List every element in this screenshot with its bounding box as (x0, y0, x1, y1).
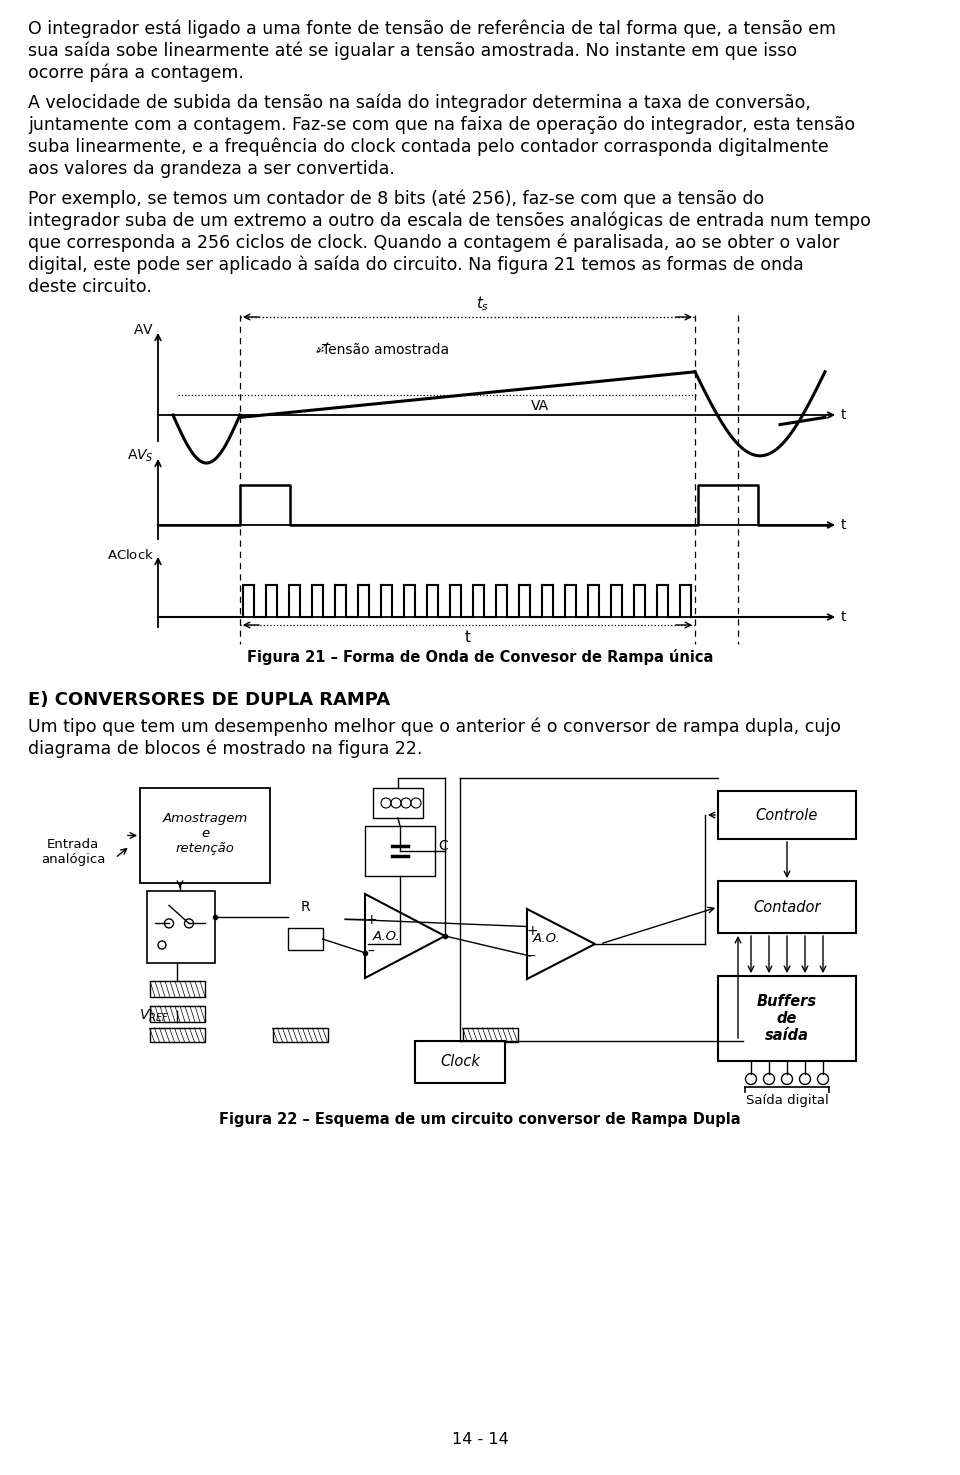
Text: que corresponda a 256 ciclos de clock. Quando a contagem é paralisada, ao se obt: que corresponda a 256 ciclos de clock. Q… (28, 235, 839, 252)
Text: Contador: Contador (754, 900, 821, 914)
Text: integrador suba de um extremo a outro da escala de tensões analógicas de entrada: integrador suba de um extremo a outro da… (28, 212, 871, 230)
Text: t: t (841, 409, 847, 422)
Bar (365, 826, 435, 876)
Text: Por exemplo, se temos um contador de 8 bits (até 256), faz-se com que a tensão d: Por exemplo, se temos um contador de 8 b… (28, 190, 764, 208)
Text: suba linearmente, e a frequência do clock contada pelo contador corrasponda digi: suba linearmente, e a frequência do cloc… (28, 139, 828, 156)
Text: Controle: Controle (756, 807, 818, 823)
Text: $\mathregular{A}$V: $\mathregular{A}$V (133, 323, 154, 336)
Text: Clock: Clock (440, 1055, 480, 1069)
Text: O integrador está ligado a uma fonte de tensão de referência de tal forma que, a: O integrador está ligado a uma fonte de … (28, 21, 836, 38)
Text: t: t (465, 630, 470, 645)
Text: C: C (438, 839, 447, 853)
Text: aos valores da grandeza a ser convertida.: aos valores da grandeza a ser convertida… (28, 159, 395, 178)
Text: ocorre pára a contagem.: ocorre pára a contagem. (28, 63, 244, 83)
Bar (150, 1028, 204, 1041)
Text: Figura 22 – Esquema de um circuito conversor de Rampa Dupla: Figura 22 – Esquema de um circuito conve… (219, 1112, 741, 1127)
Text: +: + (365, 913, 377, 926)
Text: E) CONVERSORES DE DUPLA RAMPA: E) CONVERSORES DE DUPLA RAMPA (28, 690, 390, 709)
Text: Tensão amostrada: Tensão amostrada (322, 344, 449, 357)
Text: $V_{REF}$: $V_{REF}$ (139, 1007, 169, 1024)
Bar (150, 1006, 205, 1022)
Text: sua saída sobe linearmente até se igualar a tensão amostrada. No instante em que: sua saída sobe linearmente até se iguala… (28, 41, 797, 60)
Text: Entrada
analógica: Entrada analógica (41, 838, 106, 866)
Bar (373, 788, 423, 819)
Text: digital, este pode ser aplicado à saída do circuito. Na figura 21 temos as forma: digital, este pode ser aplicado à saída … (28, 257, 804, 274)
Bar (718, 976, 856, 1061)
Text: $\mathregular{A}$Clock: $\mathregular{A}$Clock (107, 549, 154, 562)
Text: Amostragem
e
retenção: Amostragem e retenção (162, 813, 248, 855)
Text: +: + (526, 923, 538, 938)
Text: –: – (529, 950, 536, 965)
Bar (287, 928, 323, 950)
Text: $t_s$: $t_s$ (476, 295, 490, 313)
Text: –: – (368, 945, 374, 959)
Bar (150, 981, 205, 997)
Text: 14 - 14: 14 - 14 (451, 1432, 509, 1447)
Text: Buffers
de
saída: Buffers de saída (756, 994, 817, 1043)
Text: deste circuito.: deste circuito. (28, 277, 152, 296)
Text: juntamente com a contagem. Faz-se com que na faixa de operação do integrador, es: juntamente com a contagem. Faz-se com qu… (28, 117, 855, 134)
Bar (140, 788, 270, 884)
Text: A velocidade de subida da tensão na saída do integrador determina a taxa de conv: A velocidade de subida da tensão na saíd… (28, 94, 811, 112)
Text: Saída digital: Saída digital (746, 1094, 828, 1108)
Text: $\mathregular{A}$$V_S$: $\mathregular{A}$$V_S$ (127, 448, 154, 465)
Text: t: t (841, 611, 847, 624)
Bar (718, 791, 856, 839)
Text: Um tipo que tem um desempenho melhor que o anterior é o conversor de rampa dupla: Um tipo que tem um desempenho melhor que… (28, 717, 841, 736)
Text: t: t (841, 518, 847, 532)
Text: R: R (300, 900, 310, 914)
Text: diagrama de blocos é mostrado na figura 22.: diagrama de blocos é mostrado na figura … (28, 739, 422, 758)
Text: VA: VA (531, 398, 549, 413)
Bar (463, 1028, 517, 1041)
Bar (147, 891, 215, 963)
Text: A.O.: A.O. (533, 932, 561, 945)
Text: A.O.: A.O. (373, 929, 401, 943)
Bar (273, 1028, 327, 1041)
Bar (718, 881, 856, 934)
Bar (415, 1041, 505, 1083)
Text: Figura 21 – Forma de Onda de Convesor de Rampa única: Figura 21 – Forma de Onda de Convesor de… (247, 649, 713, 665)
